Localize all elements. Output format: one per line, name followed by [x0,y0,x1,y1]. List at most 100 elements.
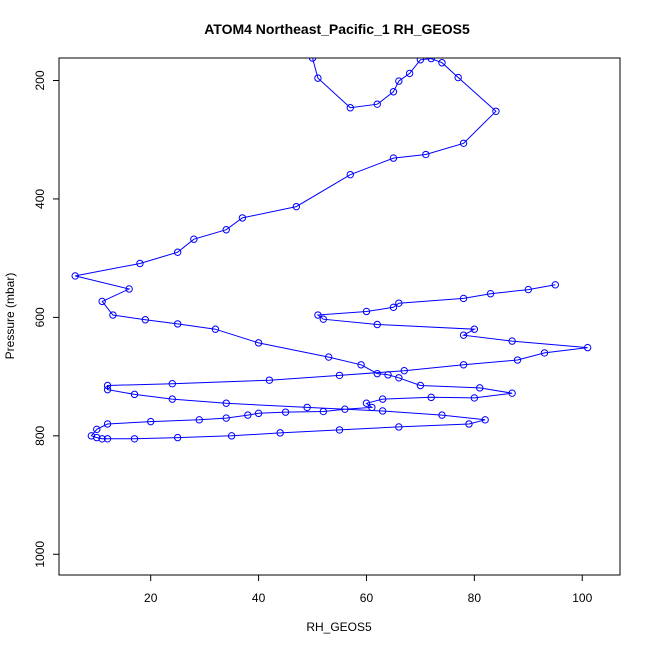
data-point [71,272,79,280]
data-point [147,417,155,426]
y-tick-label: 1000 [33,541,47,568]
data-point [319,315,328,323]
x-tick-label: 80 [468,591,482,605]
data-point [481,416,489,424]
data-point [438,59,446,67]
data-point [362,307,371,316]
data-point [346,104,354,112]
data-point [395,77,403,85]
data-point [540,349,549,357]
data-point [173,433,182,442]
plot-frame [58,57,621,576]
y-axis-label: Pressure (mbar) [3,273,17,360]
data-point [378,395,387,403]
data-point [173,248,182,256]
data-point [227,432,236,440]
data-point [524,285,532,294]
data-point [335,371,344,380]
data-point [459,361,468,369]
data-point [459,139,468,147]
data-point [373,369,381,378]
data-point [416,381,425,390]
data-point [168,380,176,388]
data-point [373,100,381,108]
data-point [368,403,376,412]
data-point [389,88,398,96]
data-point [190,235,198,243]
data-point [357,361,365,369]
y-tick-label: 400 [33,189,47,209]
data-point [141,316,150,324]
data-point [389,154,398,162]
data-point [492,107,500,115]
data-point [265,376,274,384]
data-point [103,381,112,390]
data-point [87,432,96,440]
data-point [416,58,425,64]
x-tick-label: 40 [252,591,266,605]
data-point [362,399,371,407]
data-point [103,420,112,428]
data-point [125,285,133,293]
data-point [459,331,468,339]
data-point [346,170,354,179]
data-point [384,371,392,379]
data-point [93,425,101,434]
data-point [438,411,446,419]
data-point [508,337,516,345]
data-point [395,299,403,307]
data-point [459,294,468,303]
data-point [308,58,317,62]
data-point [427,58,435,63]
series-polyline [75,58,588,440]
data-point [109,311,117,319]
data-point [211,325,220,333]
data-point [405,69,414,78]
x-tick-label: 20 [144,591,158,605]
data-point [454,73,462,82]
data-point [195,416,203,424]
data-point [173,320,182,328]
data-point [319,407,328,416]
data-point [244,411,252,419]
data-point [400,366,408,375]
chart-title: ATOM4 Northeast_Pacific_1 RH_GEOS5 [204,21,470,37]
data-point [389,303,398,312]
data-point [276,429,284,437]
data-point [486,289,495,298]
data-point [470,394,479,402]
data-point [378,407,387,415]
data-point [335,426,344,434]
data-point [222,226,230,234]
series-line [75,58,588,440]
x-tick-label: 60 [360,591,374,605]
data-point [373,320,381,329]
x-tick-label: 100 [572,591,592,605]
data-point [98,435,106,443]
data-point [292,202,301,211]
y-axis: 200 400 600 800 1000 [33,70,59,568]
y-tick-label: 600 [33,307,47,327]
data-point [103,385,112,394]
x-axis-label: RH_GEOS5 [306,620,372,634]
data-point [238,214,247,222]
data-point [222,399,230,407]
data-point [551,281,559,289]
data-point [222,414,230,422]
data-point [281,408,290,416]
data-point [254,339,263,347]
data-point [508,389,516,397]
data-point [254,409,263,418]
data-point [583,343,592,352]
y-tick-label: 200 [33,70,47,90]
y-tick-label: 800 [33,425,47,445]
x-axis: 20 40 60 80 100 [144,575,593,605]
data-point [130,390,139,399]
data-point [427,393,435,402]
data-point [422,150,430,159]
data-point [395,423,403,431]
data-point [470,325,479,333]
data-point [341,405,349,413]
data-point [93,433,101,442]
